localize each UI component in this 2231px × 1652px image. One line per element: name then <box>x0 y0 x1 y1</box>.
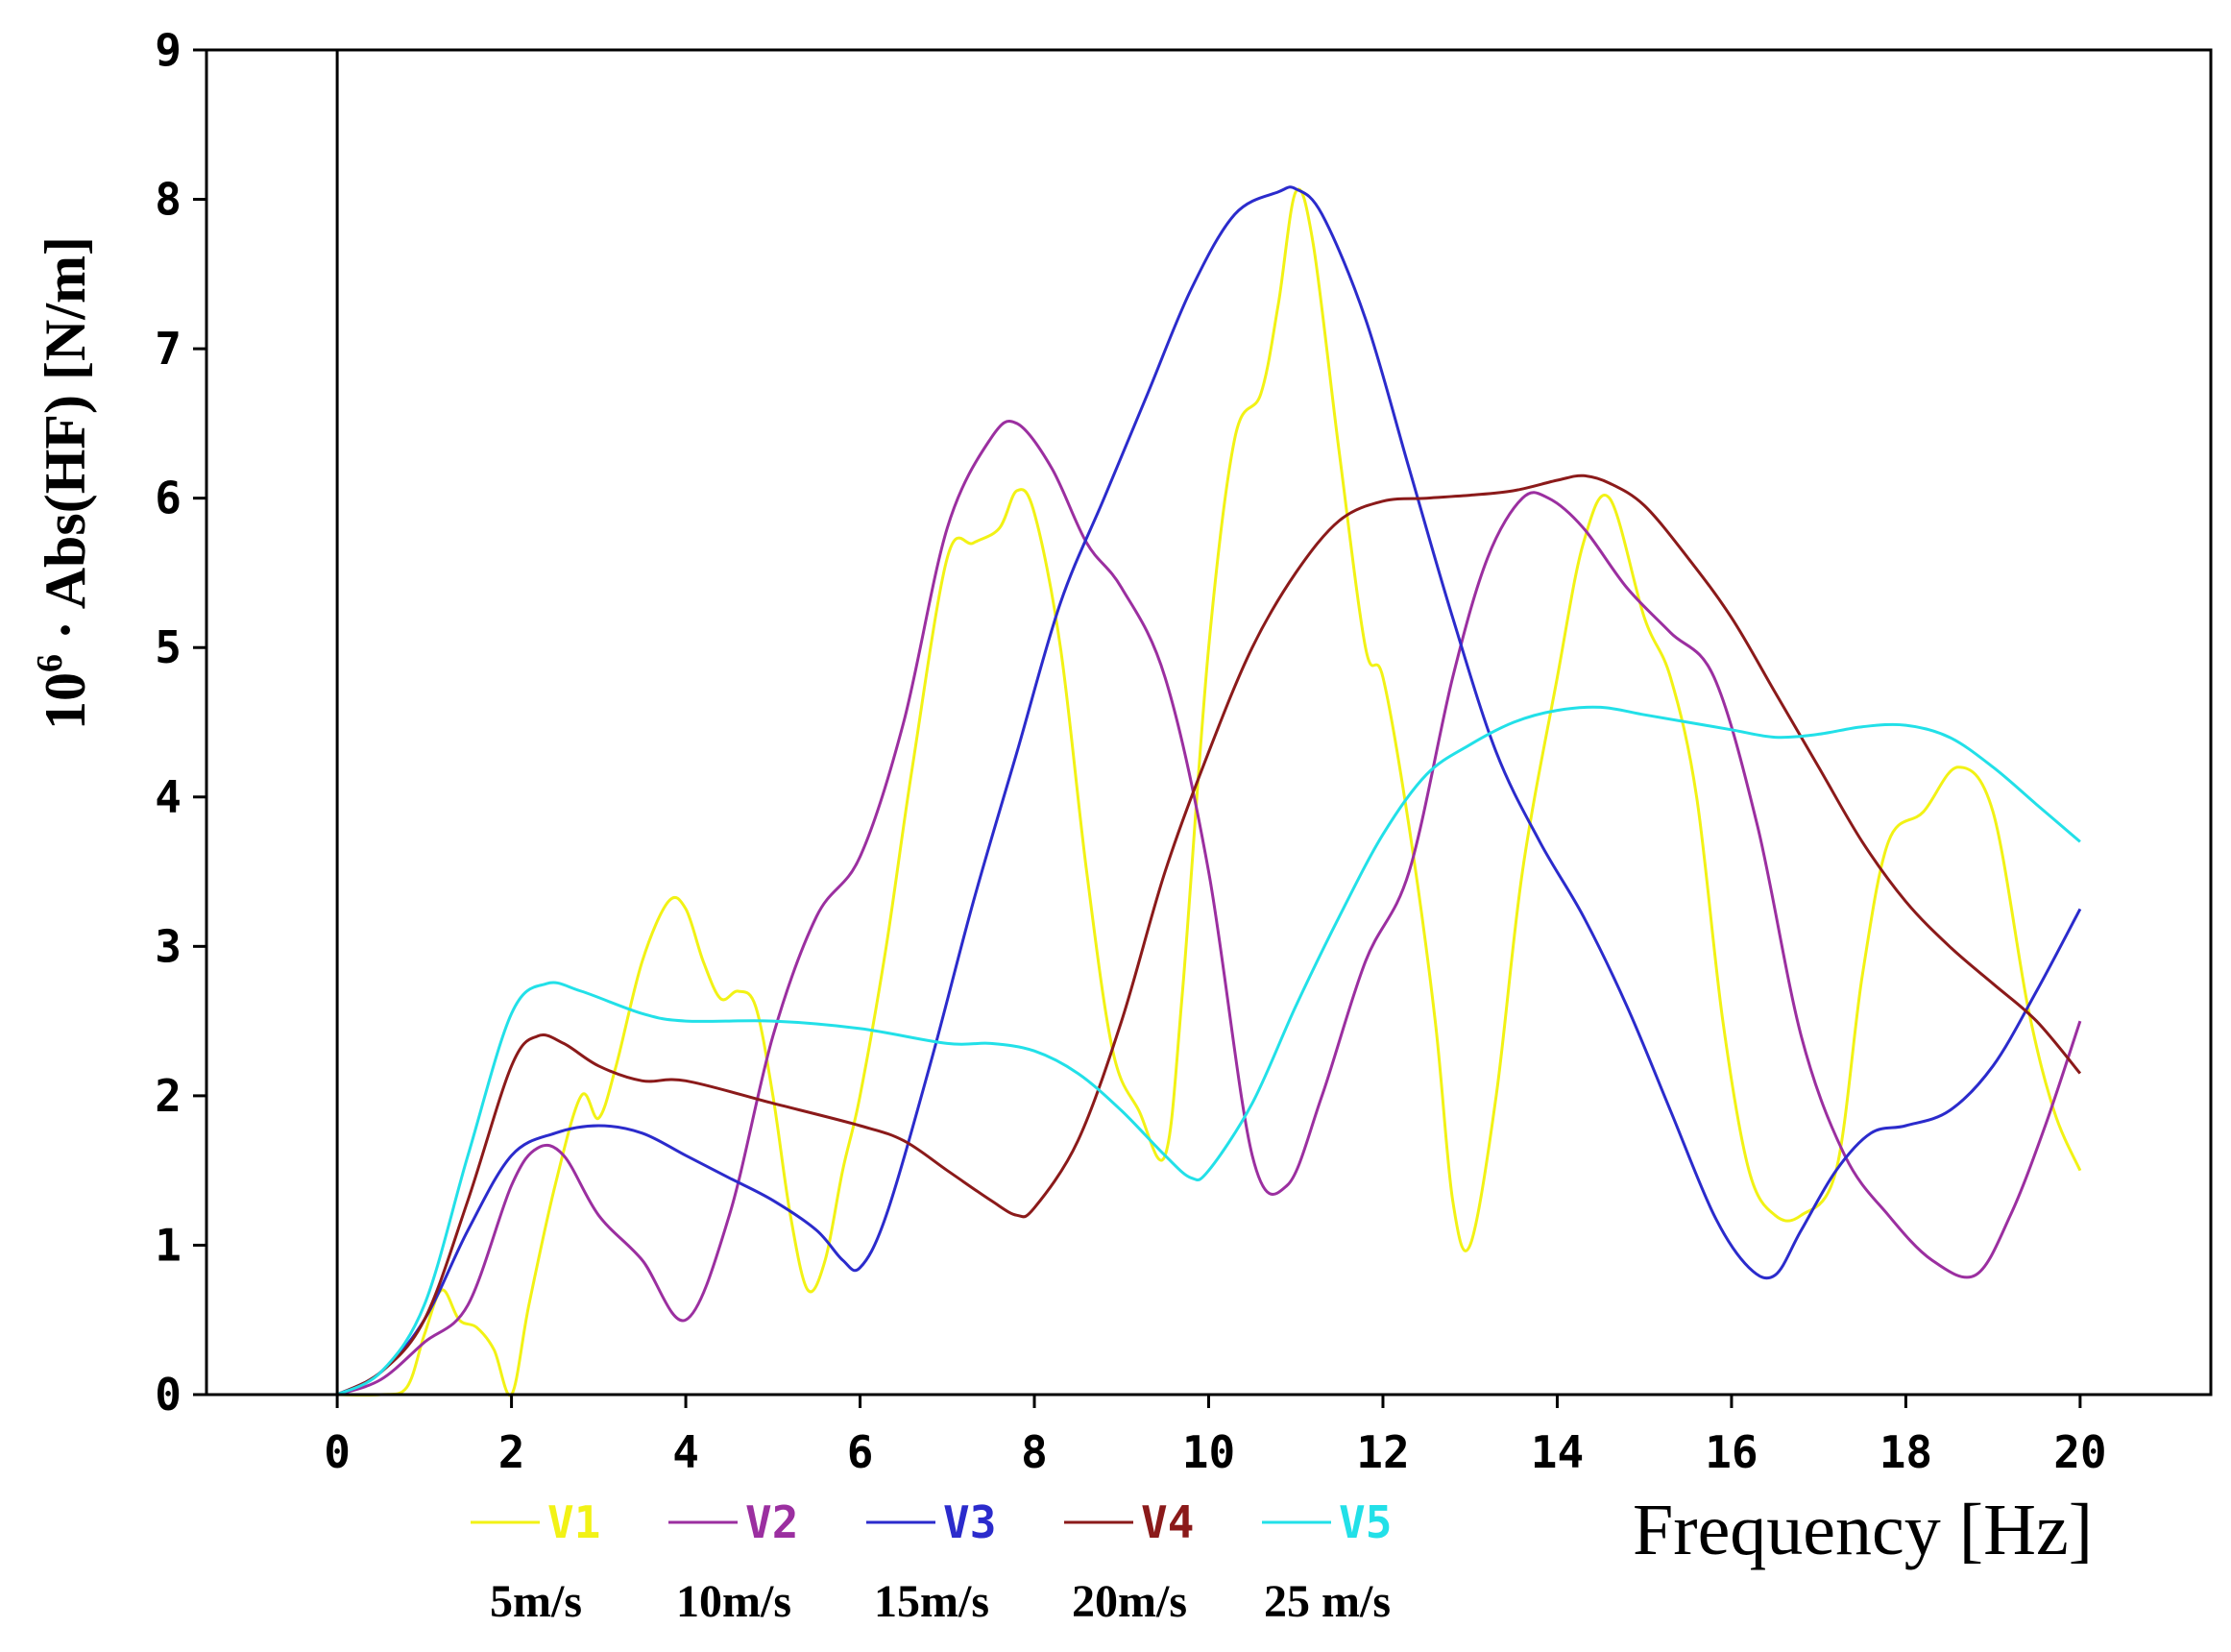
x-tick-label: 16 <box>1705 1426 1758 1478</box>
y-tick-label: 8 <box>155 174 182 226</box>
y-axis-label-main: · Abs(HF) [N/m] <box>34 236 97 654</box>
series-line-v3 <box>336 185 2082 1397</box>
series-line-v4 <box>336 474 2082 1397</box>
legend-speed-v4: 20m/s <box>1072 1576 1187 1627</box>
series-layer <box>336 185 2082 1397</box>
series-line-v1 <box>337 187 2082 1397</box>
y-tick-label: 5 <box>155 621 182 673</box>
series-line-v5 <box>336 705 2081 1397</box>
y-tick-label: 9 <box>155 24 182 76</box>
x-tick-label: 0 <box>324 1426 351 1478</box>
x-tick-label: 10 <box>1182 1426 1235 1478</box>
x-axis-label: Frequency [Hz] <box>1633 1490 2093 1570</box>
legend-label-v5: V5 <box>1339 1496 1392 1548</box>
x-tick-label: 8 <box>1021 1426 1048 1478</box>
x-axis-ticks: 0 2 4 6 8 10 12 14 16 18 20 <box>324 1395 2107 1478</box>
y-tick-label: 1 <box>155 1219 182 1271</box>
y-axis-label-exponent: 6 <box>30 654 70 672</box>
legend-speed-v3: 15m/s <box>874 1576 989 1627</box>
x-tick-label: 12 <box>1356 1426 1409 1478</box>
legend-label-v3: V3 <box>943 1496 996 1548</box>
x-tick-label: 2 <box>498 1426 525 1478</box>
legend-label-v4: V4 <box>1141 1496 1194 1548</box>
y-tick-label: 4 <box>155 771 182 823</box>
x-tick-label: 4 <box>672 1426 699 1478</box>
y-tick-label: 7 <box>155 323 182 375</box>
x-tick-label: 18 <box>1879 1426 1932 1478</box>
y-axis-label-prefix: 10 <box>34 672 97 730</box>
y-tick-label: 2 <box>155 1070 182 1122</box>
y-axis-ticks: 0 1 2 3 4 5 6 7 8 9 <box>155 24 206 1421</box>
x-tick-label: 20 <box>2053 1426 2106 1478</box>
x-tick-label: 6 <box>847 1426 874 1478</box>
legend-speed-v1: 5m/s <box>490 1576 582 1627</box>
y-tick-label: 0 <box>155 1369 182 1421</box>
y-axis-label: 106 · Abs(HF) [N/m] <box>30 236 97 730</box>
legend: V1 5m/s V2 10m/s V3 15m/s V4 20m/s V5 25 m/s <box>471 1496 1392 1627</box>
y-tick-label: 6 <box>155 473 182 524</box>
legend-speed-v5: 25 m/s <box>1264 1576 1391 1627</box>
legend-label-v2: V2 <box>745 1496 798 1548</box>
legend-label-v1: V1 <box>547 1496 600 1548</box>
x-tick-label: 14 <box>1531 1426 1584 1478</box>
series-line-v2 <box>336 420 2082 1397</box>
y-tick-label: 3 <box>155 920 182 972</box>
legend-speed-v2: 10m/s <box>676 1576 791 1627</box>
